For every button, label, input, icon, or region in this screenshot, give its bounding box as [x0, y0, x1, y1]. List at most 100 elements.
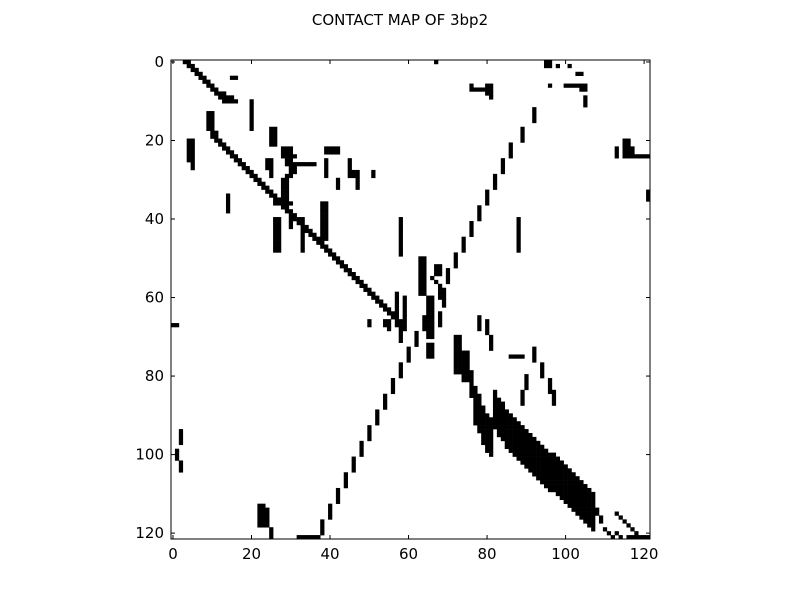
contact-cell — [273, 220, 278, 226]
contact-cell — [225, 201, 231, 206]
contact-cell — [579, 487, 584, 493]
contact-cell — [237, 158, 242, 163]
contact-cell — [477, 429, 482, 434]
contact-cell — [434, 268, 439, 273]
contact-cell — [225, 209, 231, 214]
contact-cell — [520, 425, 525, 430]
contact-cell — [551, 487, 557, 493]
contact-cell — [532, 456, 537, 461]
contact-cell — [481, 436, 486, 442]
contact-cell — [579, 83, 584, 88]
contact-cell — [261, 515, 266, 520]
contact-cell — [312, 236, 317, 241]
contact-cell — [477, 409, 482, 414]
contact-cell — [206, 126, 211, 131]
contact-cell — [630, 146, 635, 151]
contact-cell — [543, 452, 549, 457]
contact-cell — [524, 436, 529, 442]
contact-cell — [355, 185, 360, 190]
contact-cell — [571, 472, 576, 477]
contact-cell — [583, 507, 588, 512]
contact-cell — [375, 413, 380, 418]
contact-cell — [540, 362, 545, 367]
contact-cell — [328, 150, 333, 155]
contact-cell — [516, 217, 521, 222]
contact-cell — [453, 362, 458, 367]
contact-cell — [343, 264, 348, 269]
contact-cell — [430, 307, 435, 312]
contact-cell — [532, 350, 537, 355]
contact-cell — [528, 436, 533, 442]
contact-cell — [406, 346, 411, 351]
contact-cell — [210, 111, 215, 116]
contact-cell — [508, 444, 513, 449]
contact-cell — [508, 146, 513, 151]
contact-cell — [591, 499, 596, 504]
contact-cell — [355, 173, 360, 179]
contact-cell — [257, 511, 262, 516]
contact-cell — [473, 87, 478, 92]
contact-cell — [543, 480, 549, 485]
contact-cell — [174, 456, 180, 461]
contact-cell — [540, 452, 545, 457]
contact-cell — [284, 177, 290, 183]
contact-cell — [524, 381, 529, 387]
contact-cell — [575, 507, 580, 512]
contact-cell — [288, 154, 294, 159]
contact-cell — [496, 413, 502, 418]
contact-cell — [273, 126, 278, 131]
contact-cell — [386, 319, 392, 324]
contact-cell — [269, 531, 274, 536]
contact-cell — [273, 240, 278, 245]
contact-cell — [575, 71, 580, 77]
contact-cell — [308, 162, 313, 167]
contact-cell — [500, 432, 506, 438]
contact-cell — [430, 295, 435, 300]
contact-cell — [324, 166, 329, 171]
contact-cell — [367, 425, 372, 430]
contact-cell — [500, 162, 506, 167]
contact-cell — [559, 472, 564, 477]
contact-cell — [280, 201, 286, 206]
contact-cell — [280, 181, 286, 186]
x-tick-label: 0 — [168, 545, 178, 563]
contact-cell — [222, 146, 227, 151]
contact-cell — [320, 201, 325, 206]
contact-cell — [571, 503, 576, 508]
contact-cell — [591, 527, 596, 532]
contact-cell — [249, 111, 254, 116]
contact-cell — [606, 531, 612, 536]
contact-cell — [214, 130, 219, 135]
contact-cell — [320, 209, 325, 214]
contact-cell — [587, 491, 592, 497]
contact-cell — [516, 248, 521, 253]
contact-cell — [190, 138, 195, 143]
contact-cell — [547, 381, 553, 387]
contact-cell — [477, 397, 482, 402]
contact-cell — [178, 460, 184, 465]
contact-cell — [543, 63, 549, 69]
contact-cell — [555, 487, 560, 493]
contact-cell — [563, 480, 568, 485]
contact-cell — [559, 476, 564, 481]
contact-cell — [316, 535, 321, 540]
contact-cell — [284, 150, 290, 155]
contact-cell — [437, 295, 443, 300]
contact-cell — [508, 448, 513, 453]
contact-cell — [555, 460, 560, 465]
contact-cell — [445, 272, 451, 277]
contact-cell — [559, 495, 564, 501]
contact-cell — [508, 142, 513, 147]
contact-cell — [335, 185, 341, 190]
contact-cell — [477, 405, 482, 410]
contact-cell — [485, 87, 490, 92]
contact-cell — [528, 432, 533, 438]
contact-cell — [559, 487, 564, 493]
contact-cell — [512, 444, 517, 449]
contact-cell — [614, 531, 619, 536]
contact-cell — [202, 79, 207, 84]
contact-cell — [441, 299, 447, 304]
contact-cell — [308, 228, 313, 234]
contact-cell — [547, 464, 553, 469]
